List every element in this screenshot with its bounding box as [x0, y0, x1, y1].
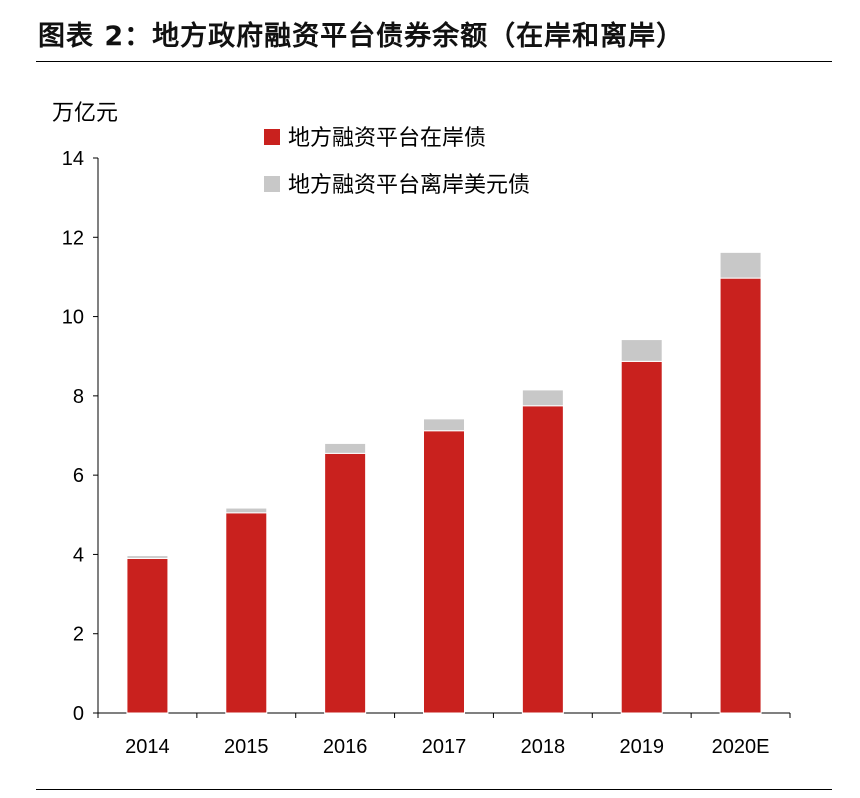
- bar-onshore-2018: [521, 405, 564, 714]
- y-tick-label: 6: [73, 465, 84, 487]
- x-tick-label: 2018: [521, 736, 566, 758]
- title-divider: [36, 61, 832, 62]
- bar-onshore-2016: [324, 452, 367, 714]
- x-tick-label: 2019: [619, 736, 664, 758]
- legend-swatch: [264, 129, 280, 145]
- bar-onshore-2015: [225, 512, 268, 714]
- bar-offshore-2020E: [719, 251, 762, 279]
- y-tick-label: 12: [62, 227, 84, 249]
- legend-label: 地方融资平台在岸债: [288, 126, 486, 151]
- bar-offshore-2016: [324, 442, 367, 454]
- bar-offshore-2017: [423, 418, 465, 432]
- bar-onshore-2020E: [719, 277, 762, 714]
- axes: 0 2 4 6 8 10 12 14 2014 2015 2016 2017 2018 2019 2020E: [62, 148, 791, 758]
- bar-offshore-2019: [620, 339, 663, 362]
- figure-title: 图表 2：地方政府融资平台债券余额（在岸和离岸）: [38, 21, 685, 52]
- y-tick-label: 8: [73, 386, 84, 408]
- y-tick-label: 14: [62, 148, 84, 170]
- bar-offshore-2015: [225, 507, 268, 514]
- x-tick-label: 2015: [224, 736, 269, 758]
- y-tick-label: 10: [62, 307, 84, 329]
- x-tick-label: 2020E: [712, 736, 770, 758]
- x-tick-label: 2017: [422, 736, 467, 758]
- bar-offshore-2018: [521, 389, 564, 407]
- bar-onshore-2017: [423, 430, 465, 714]
- x-tick-label: 2014: [125, 736, 170, 758]
- legend-label: 地方融资平台离岸美元债: [288, 173, 530, 198]
- bars: [126, 251, 762, 714]
- legend-swatch: [264, 176, 280, 192]
- y-tick-label: 4: [73, 544, 84, 566]
- y-tick-label: 2: [73, 624, 84, 646]
- bar-onshore-2019: [620, 360, 663, 714]
- bar-onshore-2014: [126, 557, 169, 714]
- x-tick-label: 2016: [323, 736, 368, 758]
- bar-offshore-2014: [126, 555, 169, 559]
- bottom-divider: [36, 789, 832, 790]
- y-tick-label: 0: [73, 703, 84, 725]
- y-axis-unit-label: 万亿元: [52, 101, 118, 126]
